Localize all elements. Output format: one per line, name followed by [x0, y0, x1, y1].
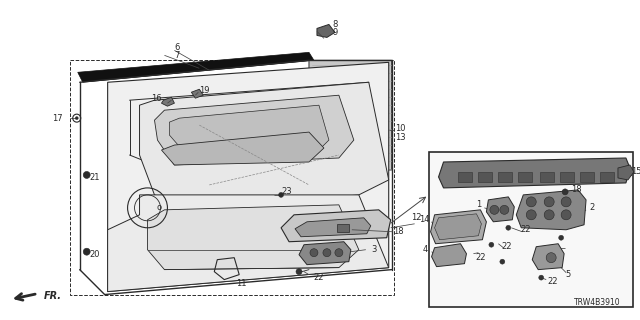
Text: 6: 6 — [175, 43, 180, 52]
Polygon shape — [161, 97, 175, 106]
Text: 17: 17 — [52, 114, 63, 123]
Circle shape — [561, 197, 571, 207]
Text: 20: 20 — [90, 250, 100, 259]
Circle shape — [500, 259, 505, 264]
Circle shape — [323, 249, 331, 257]
Polygon shape — [431, 244, 467, 267]
Text: FR.: FR. — [44, 291, 62, 300]
Bar — [560, 172, 574, 182]
Polygon shape — [431, 210, 486, 244]
Circle shape — [561, 210, 571, 220]
Text: 18: 18 — [394, 227, 404, 236]
Text: TRW4B3910: TRW4B3910 — [573, 298, 620, 307]
Polygon shape — [191, 89, 204, 98]
Polygon shape — [140, 82, 388, 210]
Text: 14: 14 — [419, 215, 430, 224]
Text: o: o — [157, 203, 162, 212]
Bar — [580, 172, 594, 182]
Text: 19: 19 — [199, 86, 209, 95]
Bar — [540, 172, 554, 182]
Bar — [479, 172, 492, 182]
Bar — [600, 172, 614, 182]
Polygon shape — [77, 52, 314, 82]
Polygon shape — [486, 197, 515, 222]
Bar — [518, 172, 532, 182]
Circle shape — [83, 172, 90, 179]
Polygon shape — [154, 95, 354, 165]
Polygon shape — [317, 24, 335, 37]
Polygon shape — [299, 242, 351, 265]
Polygon shape — [161, 132, 324, 165]
Bar — [429, 152, 633, 307]
Polygon shape — [309, 60, 392, 170]
Text: 22: 22 — [547, 277, 557, 286]
Circle shape — [500, 205, 509, 214]
Text: 23: 23 — [282, 188, 292, 196]
Polygon shape — [108, 195, 388, 292]
Circle shape — [544, 197, 554, 207]
Text: 10: 10 — [396, 124, 406, 132]
Circle shape — [490, 205, 499, 214]
Circle shape — [310, 249, 318, 257]
Text: 3: 3 — [371, 245, 376, 254]
Text: 9: 9 — [332, 28, 337, 37]
Circle shape — [526, 197, 536, 207]
Circle shape — [506, 225, 511, 230]
Circle shape — [526, 210, 536, 220]
Text: 22: 22 — [501, 242, 511, 251]
Circle shape — [539, 275, 544, 280]
Text: 7: 7 — [175, 51, 180, 60]
Polygon shape — [618, 165, 634, 180]
Text: 13: 13 — [396, 132, 406, 141]
Polygon shape — [438, 158, 630, 188]
Polygon shape — [147, 205, 359, 270]
Polygon shape — [281, 210, 390, 242]
Polygon shape — [532, 244, 564, 270]
Circle shape — [76, 117, 78, 120]
Polygon shape — [435, 214, 481, 240]
Text: 16: 16 — [151, 94, 162, 103]
Circle shape — [546, 253, 556, 263]
Circle shape — [562, 189, 568, 195]
Text: 11: 11 — [236, 279, 246, 288]
Circle shape — [489, 242, 494, 247]
Text: 12: 12 — [412, 213, 422, 222]
Text: 15: 15 — [630, 167, 640, 176]
Polygon shape — [516, 190, 586, 230]
Polygon shape — [170, 105, 329, 158]
Text: 8: 8 — [332, 20, 337, 29]
Text: 22: 22 — [520, 225, 531, 234]
Text: 4: 4 — [423, 245, 428, 254]
Text: 18: 18 — [571, 185, 581, 195]
Bar — [337, 224, 349, 232]
Polygon shape — [108, 62, 388, 292]
Text: 21: 21 — [90, 173, 100, 182]
Polygon shape — [295, 218, 371, 237]
Circle shape — [335, 249, 343, 257]
Text: 5: 5 — [566, 270, 571, 279]
Text: 2: 2 — [589, 203, 595, 212]
Circle shape — [544, 210, 554, 220]
Text: 1: 1 — [476, 200, 481, 209]
Text: 22: 22 — [314, 273, 324, 282]
Circle shape — [278, 192, 284, 197]
Bar — [458, 172, 472, 182]
Circle shape — [83, 248, 90, 255]
Circle shape — [559, 235, 564, 240]
Bar — [499, 172, 512, 182]
Circle shape — [296, 269, 302, 275]
Text: 22: 22 — [475, 253, 486, 262]
